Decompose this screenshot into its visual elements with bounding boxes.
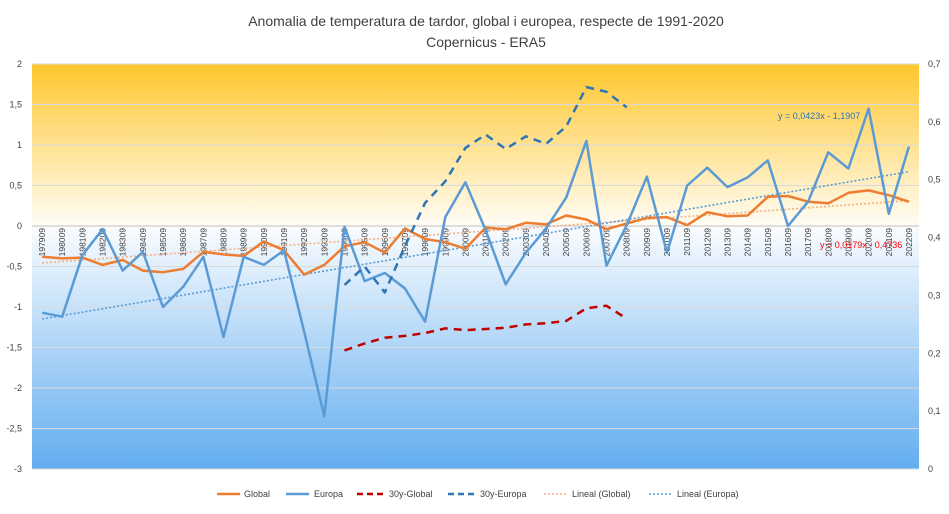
x-axis-ticks: 197909 198009 198109 198209 198309 198409 1985…: [37, 228, 914, 257]
legend-label-lineal-europa: Lineal (Europa): [677, 489, 739, 499]
chart-subtitle: Copernicus - ERA5: [426, 34, 546, 50]
y-right-tick-label: 0,6: [928, 117, 941, 127]
x-tick-label: 202209: [904, 228, 914, 257]
y-right-tick-label: 0,5: [928, 175, 941, 185]
x-tick-label: 199209: [299, 228, 309, 257]
x-tick-label: 199709: [400, 228, 410, 257]
y-left-tick-label: -2: [14, 383, 22, 393]
x-tick-label: 198309: [118, 228, 128, 257]
x-tick-label: 199809: [420, 228, 430, 257]
x-tick-label: 198709: [198, 228, 208, 257]
x-tick-label: 199409: [339, 228, 349, 257]
y-left-tick-label: 1: [17, 140, 22, 150]
legend-item-lineal-global: Lineal (Global): [544, 489, 631, 499]
x-tick-label: 198409: [138, 228, 148, 257]
x-tick-label: 201709: [803, 228, 813, 257]
right-axis-ticks: 0,7 0,6 0,5 0,4 0,3 0,2 0,1 0: [928, 59, 941, 474]
trendline-equation-global: y = 0,0179x - 0,4736: [820, 240, 902, 250]
series-line-europa: [41, 107, 911, 418]
x-tick-label: 201609: [783, 228, 793, 257]
legend-label-europa: Europa: [314, 489, 343, 499]
y-left-tick-label: 2: [17, 59, 22, 69]
series-line-global: [42, 189, 910, 276]
x-tick-label: 200709: [602, 228, 612, 257]
legend-label-global: Global: [244, 489, 270, 499]
x-tick-label: 202109: [884, 228, 894, 257]
x-tick-label: 200809: [622, 228, 632, 257]
x-tick-label: 201209: [702, 228, 712, 257]
y-left-tick-label: 0,5: [9, 181, 22, 191]
legend-label-30y-europa: 30y-Europa: [480, 489, 527, 499]
x-tick-label: 202009: [864, 228, 874, 257]
x-tick-label: 198609: [178, 228, 188, 257]
left-axis-ticks: 2 1,5 1 0,5 0 -0,5 -1 -1,5 -2 -2,5 -3: [6, 59, 22, 474]
x-tick-label: 200209: [501, 228, 511, 257]
x-tick-label: 201509: [763, 228, 773, 257]
x-tick-label: 199309: [319, 228, 329, 257]
legend-item-global: Global: [217, 489, 270, 499]
x-tick-label: 198809: [219, 228, 229, 257]
x-tick-label: 198009: [57, 228, 67, 257]
legend-item-30y-europa: 30y-Europa: [448, 489, 527, 499]
x-tick-label: 200909: [642, 228, 652, 257]
legend-label-lineal-global: Lineal (Global): [572, 489, 631, 499]
y-left-tick-label: -1: [14, 302, 22, 312]
trendlines: [41, 170, 910, 320]
legend: Global Europa 30y-Global 30y-Europa Line…: [217, 489, 739, 499]
x-tick-label: 198109: [77, 228, 87, 257]
y-right-tick-label: 0: [928, 464, 933, 474]
x-tick-label: 201809: [823, 228, 833, 257]
x-tick-label: 201409: [743, 228, 753, 257]
x-tick-label: 200509: [561, 228, 571, 257]
grid: [32, 63, 919, 470]
chart-title: Anomalia de temperatura de tardor, globa…: [248, 13, 724, 29]
x-tick-label: 200409: [541, 228, 551, 257]
trendline-europa: [41, 170, 910, 320]
series-lines: [41, 85, 911, 418]
legend-label-30y-global: 30y-Global: [389, 489, 433, 499]
y-left-tick-label: -3: [14, 464, 22, 474]
x-tick-label: 198909: [239, 228, 249, 257]
y-left-tick-label: -0,5: [6, 262, 22, 272]
series-line-30y-global: [344, 304, 628, 352]
trendline-equation-europa: y = 0,0423x - 1,1907: [778, 111, 860, 121]
y-left-tick-label: -1,5: [6, 343, 22, 353]
x-tick-label: 201909: [843, 228, 853, 257]
y-left-tick-label: 0: [17, 221, 22, 231]
y-right-tick-label: 0,2: [928, 348, 941, 358]
series-line-30y-europa: [343, 85, 628, 294]
y-left-tick-label: 1,5: [9, 100, 22, 110]
x-tick-label: 200109: [481, 228, 491, 257]
legend-item-lineal-europa: Lineal (Europa): [649, 489, 739, 499]
legend-item-europa: Europa: [286, 489, 343, 499]
x-tick-label: 201009: [662, 228, 672, 257]
legend-item-30y-global: 30y-Global: [357, 489, 433, 499]
y-right-tick-label: 0,4: [928, 233, 941, 243]
x-tick-label: 198209: [98, 228, 108, 257]
y-left-tick-label: -2,5: [6, 424, 22, 434]
x-tick-label: 199109: [279, 228, 289, 257]
x-tick-label: 197909: [37, 228, 47, 257]
y-right-tick-label: 0,1: [928, 406, 941, 416]
x-tick-label: 201309: [722, 228, 732, 257]
x-tick-label: 200309: [521, 228, 531, 257]
x-tick-label: 201109: [682, 228, 692, 256]
y-right-tick-label: 0,7: [928, 59, 941, 69]
x-tick-label: 200009: [460, 228, 470, 257]
x-tick-label: 199609: [380, 228, 390, 257]
x-tick-label: 200609: [581, 228, 591, 257]
trendline-global: [42, 199, 909, 264]
x-tick-label: 198509: [158, 228, 168, 257]
y-right-tick-label: 0,3: [928, 290, 941, 300]
